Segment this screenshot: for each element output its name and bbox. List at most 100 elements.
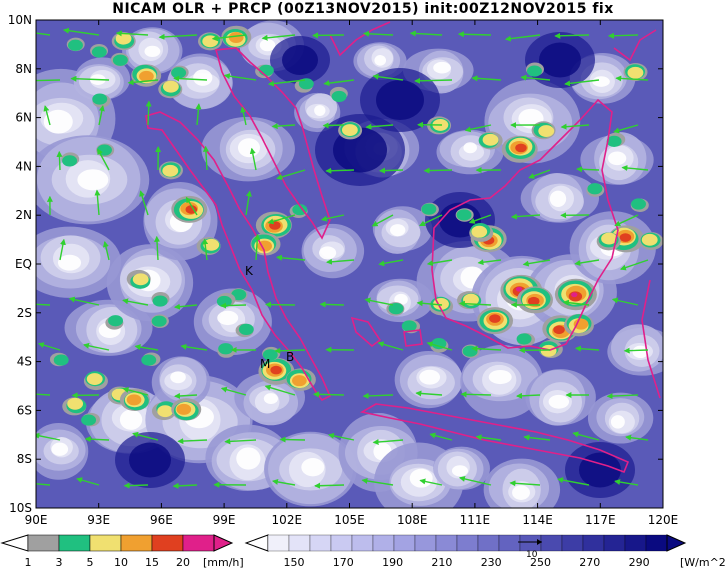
- wind-vector: [154, 235, 161, 261]
- coastline-indochina: [329, 21, 391, 57]
- colorbar-cap-high: [666, 534, 687, 552]
- lon-label: 102E: [272, 513, 303, 527]
- wind-vector: [83, 342, 110, 351]
- wind-vector: [122, 298, 149, 306]
- wind-vector: [220, 302, 247, 309]
- precip-cell: [516, 333, 532, 345]
- place-label-b: B: [286, 350, 294, 364]
- wind-vector: [457, 31, 492, 38]
- precip-cell: [141, 354, 157, 366]
- wind-vector: [572, 431, 600, 441]
- wind-vector: [267, 214, 296, 225]
- wind-vector: [36, 483, 51, 486]
- wind-vector: [36, 393, 51, 396]
- wind-vector: [220, 386, 247, 396]
- lat-label: 4N: [15, 159, 32, 173]
- wind-vector: [377, 341, 404, 351]
- wind-vector: [202, 145, 209, 171]
- olr-cloud: [592, 76, 610, 87]
- wind-vector: [172, 482, 198, 489]
- precip-cell: [331, 90, 347, 103]
- olr-cloud: [259, 39, 276, 52]
- wind-vector: [325, 167, 355, 174]
- wind-vector: [606, 393, 639, 400]
- wind-vector: [372, 73, 404, 81]
- olr-cloud: [419, 369, 441, 385]
- precip-cell: [270, 365, 282, 375]
- precip-cell: [162, 80, 179, 93]
- colorbar-tick-label: 5: [87, 556, 94, 569]
- precip-cell: [62, 155, 78, 167]
- lat-label: 8N: [15, 62, 32, 76]
- wind-vector: [211, 34, 247, 42]
- wind-vector: [509, 480, 541, 487]
- wind-vector: [264, 384, 296, 396]
- vector-reference: 10: [518, 539, 542, 560]
- lon-label: 99E: [213, 513, 236, 527]
- colorbar-swatch: [288, 534, 311, 552]
- wind-vector: [516, 392, 541, 399]
- wind-vector: [158, 33, 198, 40]
- colorbar-swatch: [435, 534, 458, 552]
- wind-vector: [37, 342, 61, 351]
- wind-vector: [471, 75, 502, 82]
- lat-label: 10N: [8, 13, 32, 27]
- wind-vector: [522, 259, 551, 267]
- olr-unit: [W/m^2]: [680, 556, 726, 569]
- wind-vector: [274, 347, 306, 354]
- wind-vector: [102, 240, 110, 261]
- wind-vector: [36, 32, 51, 36]
- precip-cell: [92, 93, 108, 105]
- precip-cell: [606, 135, 622, 147]
- lat-label: 2S: [17, 306, 32, 320]
- wind-vector: [174, 392, 198, 399]
- lon-label: 90E: [25, 513, 48, 527]
- lat-label: 6S: [17, 403, 32, 417]
- coastline-borneo: [431, 98, 619, 351]
- precip-cell: [619, 233, 632, 242]
- olr-colorbar: 150 170 190 210 230 250 270 290 [W/m^2] 10: [244, 534, 726, 569]
- olr-cloud: [390, 224, 406, 237]
- wind-vector: [426, 341, 453, 351]
- wind-vector: [623, 347, 649, 354]
- latitude-axis: 10N 8N 6N 4N 2N EQ 2S 4S 6S 8S 10S: [8, 13, 663, 515]
- precip-cell: [482, 133, 499, 146]
- precip-cell: [515, 286, 523, 292]
- wind-vector: [271, 478, 296, 486]
- colorbar-swatch: [624, 534, 647, 552]
- olr-cloud: [43, 109, 73, 134]
- colorbar-tick-label: 15: [145, 556, 159, 569]
- wind-vector: [468, 214, 492, 224]
- wind-vector: [177, 438, 208, 445]
- coastline-belitung: [403, 329, 423, 347]
- wind-vector: [464, 124, 492, 133]
- precip-cell: [463, 293, 479, 306]
- wind-vector: [70, 75, 110, 82]
- wind-vector: [528, 169, 551, 179]
- wind-vector: [98, 105, 105, 126]
- lon-label: 108E: [397, 513, 428, 527]
- precip-cell: [515, 143, 527, 153]
- olr-cloud: [301, 458, 325, 477]
- precip-cell: [112, 54, 128, 66]
- coastline-java: [359, 403, 630, 474]
- wind-vector: [224, 438, 257, 445]
- colorbar-tick-label: 230: [481, 556, 502, 569]
- wind-vector: [173, 75, 208, 82]
- wind-vector: [611, 297, 639, 306]
- colorbar-tick-label: 10: [114, 556, 128, 569]
- olr-cloud: [237, 138, 261, 158]
- wind-vector: [416, 300, 443, 307]
- wind-vector: [59, 238, 66, 261]
- map-title: NICAM OLR + PRCP (00Z13NOV2015) init:00Z…: [112, 1, 614, 17]
- olr-cloud: [119, 409, 143, 430]
- colorbar-swatch: [58, 534, 91, 552]
- colorbar-swatch: [89, 534, 122, 552]
- vector-ref-arrowhead: [537, 539, 542, 545]
- colorbar-swatch: [151, 534, 184, 552]
- wind-vector: [319, 301, 345, 308]
- precip-cell: [218, 343, 234, 355]
- precip-cell: [152, 295, 168, 307]
- precip-cell: [171, 67, 187, 79]
